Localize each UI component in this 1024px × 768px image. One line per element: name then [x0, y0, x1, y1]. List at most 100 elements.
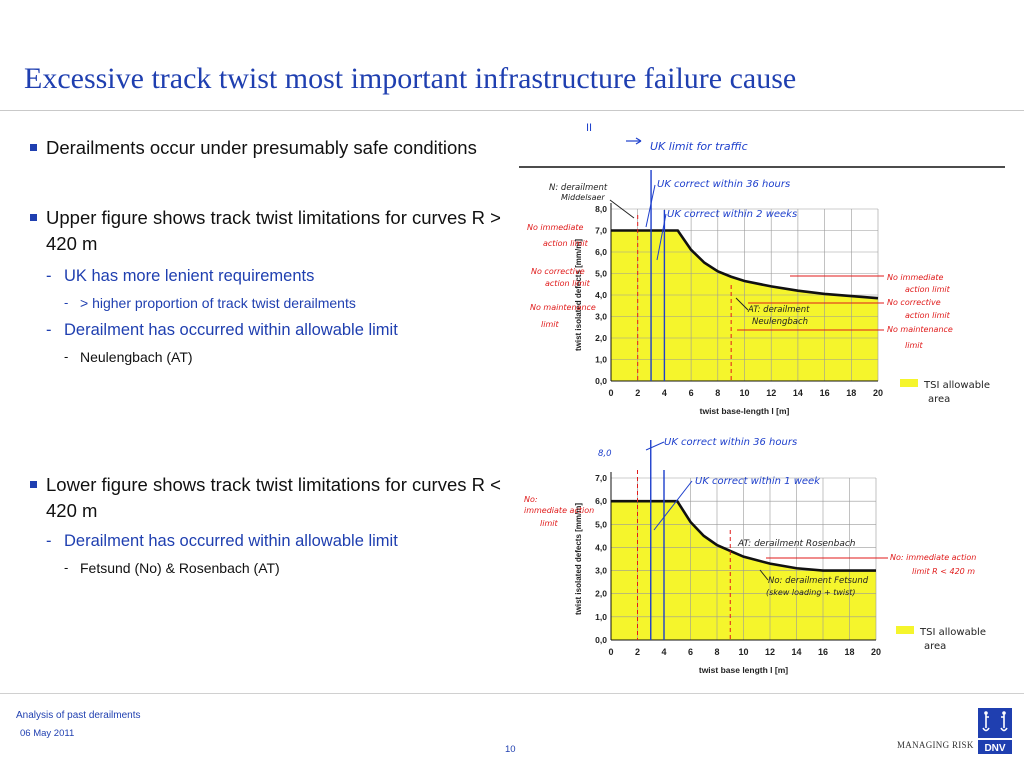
dash-icon: -: [46, 321, 52, 339]
dash-icon: -: [64, 295, 69, 310]
x-tick-label: 8: [715, 388, 720, 398]
x-tick-label: 2: [635, 388, 640, 398]
right-maintenance-note: limit: [905, 341, 923, 350]
x-tick-label: 16: [818, 647, 828, 657]
x-tick-label: 6: [688, 647, 693, 657]
footer-divider: [0, 693, 1024, 694]
uk-36h-note: UK correct within 36 hours: [664, 437, 797, 448]
dash-icon: -: [46, 532, 52, 550]
y-tick-label: 2,0: [595, 589, 607, 599]
y-tick-label: 3,0: [595, 566, 607, 576]
footer-date: 06 May 2011: [20, 728, 75, 739]
x-axis-label: twist base length l [m]: [699, 665, 788, 675]
x-tick-label: 12: [765, 647, 775, 657]
y-tick-label: 7,0: [595, 226, 607, 236]
x-tick-label: 18: [846, 388, 856, 398]
bullet-square-icon: [30, 214, 37, 221]
lower-twist-chart: 0 2 4 6 8 10 12 14 16 18 20 0,0 1,0 2,0 3,0 4,0 5,0 6,0 7,…: [524, 437, 986, 675]
subbullet-text: UK has more lenient requirements: [64, 267, 315, 285]
managing-risk-tagline: MANAGING RISK: [897, 740, 974, 750]
right-immediate-note: action limit: [905, 285, 951, 294]
subsubbullet-text: > higher proportion of track twist derai…: [80, 295, 356, 311]
left-immediate-note: limit: [540, 519, 558, 528]
subbullet-text: Derailment has occurred within allowable…: [64, 532, 398, 550]
upper-twist-chart: 0 2 4 6 8 10 12 14 16 18 20 0,0 1,0 2,0 3,0 4,0 5,0 6,0 7,…: [527, 140, 990, 416]
dash-icon: -: [64, 349, 69, 364]
subsubbullet-fetsund-rosenbach: - Fetsund (No) & Rosenbach (AT): [64, 558, 280, 578]
fetsund-note: No: derailment Fetsund: [768, 576, 869, 586]
left-maintenance-note: limit: [541, 320, 559, 329]
right-maintenance-note: No maintenance: [887, 325, 953, 334]
annotation-arrow: [759, 569, 769, 581]
y-axis-label: twist isolated defects [mm/m]: [574, 239, 583, 351]
x-tick-label: 0: [608, 388, 613, 398]
bullet-upper-figure: Upper figure shows track twist limitatio…: [28, 205, 501, 257]
upper-tick-mark: II: [586, 122, 592, 134]
y-tick-label: 2,0: [595, 333, 607, 343]
left-immediate-note: immediate action: [524, 506, 594, 515]
annotation-arrow: [653, 480, 693, 531]
left-immediate-note: No:: [524, 495, 538, 504]
y-tick-label: 3,0: [595, 312, 607, 322]
x-tick-label: 16: [820, 388, 830, 398]
y-tick-label: 6,0: [595, 496, 607, 506]
x-tick-label: 12: [766, 388, 776, 398]
bullet-square-icon: [30, 481, 37, 488]
x-tick-label: 18: [844, 647, 854, 657]
bullet-text: Derailments occur under presumably safe …: [46, 137, 477, 158]
y-tick-label: 4,0: [595, 290, 607, 300]
bullet-text: Upper figure shows track twist limitatio…: [46, 207, 501, 254]
y-tick-label: 0,0: [595, 376, 607, 386]
dash-icon: -: [64, 560, 69, 575]
right-corrective-note: action limit: [905, 311, 951, 320]
x-tick-label: 10: [739, 388, 749, 398]
y-tick-label: 1,0: [595, 355, 607, 365]
bullet-lower-figure: Lower figure shows track twist limitatio…: [28, 472, 501, 524]
x-tick-label: 2: [635, 647, 640, 657]
slide-title: Excessive track twist most important inf…: [24, 62, 797, 95]
legend-label: TSI allowable: [923, 380, 990, 391]
left-corrective-note: action limit: [545, 279, 591, 288]
rosenbach-note: AT: derailment Rosenbach: [737, 539, 856, 549]
upper-arrow-head: [635, 140, 642, 145]
middelsaer-note: Middelsaer: [561, 193, 605, 202]
annotation-arrow: [656, 213, 667, 261]
x-tick-label: 20: [873, 388, 883, 398]
x-axis-label: twist base-length l [m]: [700, 406, 790, 416]
x-tick-label: 20: [871, 647, 881, 657]
y-tick-label: 5,0: [595, 269, 607, 279]
bullet-text: Lower figure shows track twist limitatio…: [46, 474, 501, 521]
y-tick-label: 6,0: [595, 247, 607, 257]
limit-curve: [611, 499, 876, 572]
uk-36h-note: UK correct within 36 hours: [657, 179, 790, 190]
annotation-arrow: [609, 199, 635, 219]
subsubbullet-higher-proportion: - > higher proportion of track twist der…: [64, 293, 356, 313]
footer-section: Analysis of past derailments: [16, 710, 141, 721]
x-tick-label: 6: [689, 388, 694, 398]
uk-2week-note: UK correct within 2 weeks: [667, 209, 797, 220]
dash-icon: -: [46, 267, 52, 285]
subsubbullet-text: Fetsund (No) & Rosenbach (AT): [80, 560, 280, 576]
subbullet-derailment-allowable-1: - Derailment has occurred within allowab…: [46, 319, 398, 341]
legend-swatch: [896, 626, 914, 634]
neulengbach-note: Neulengbach: [752, 317, 808, 327]
left-immediate-note: No immediate: [527, 223, 583, 232]
y-tick-label: 4,0: [595, 542, 607, 552]
left-maintenance-note: No maintenance: [530, 303, 596, 312]
subbullet-uk-lenient: - UK has more lenient requirements: [46, 265, 314, 287]
subsubbullet-neulengbach: - Neulengbach (AT): [64, 347, 193, 367]
subsubbullet-text: Neulengbach (AT): [80, 349, 193, 365]
annotation-arrow: [735, 297, 749, 311]
legend-label: TSI allowable: [919, 627, 986, 638]
legend-label: area: [924, 641, 946, 652]
left-corrective-note: No corrective: [531, 267, 585, 276]
subbullet-derailment-allowable-2: - Derailment has occurred within allowab…: [46, 530, 398, 552]
logo-brand-text: DNV: [984, 743, 1005, 754]
left-immediate-note: action limit: [543, 239, 589, 248]
x-tick-label: 8: [714, 647, 719, 657]
page-number: 10: [505, 744, 516, 755]
right-immediate-note: No: immediate action: [890, 553, 976, 562]
x-tick-label: 4: [661, 647, 666, 657]
dnv-logo-icon: DNV: [978, 708, 1012, 754]
x-tick-label: 0: [608, 647, 613, 657]
